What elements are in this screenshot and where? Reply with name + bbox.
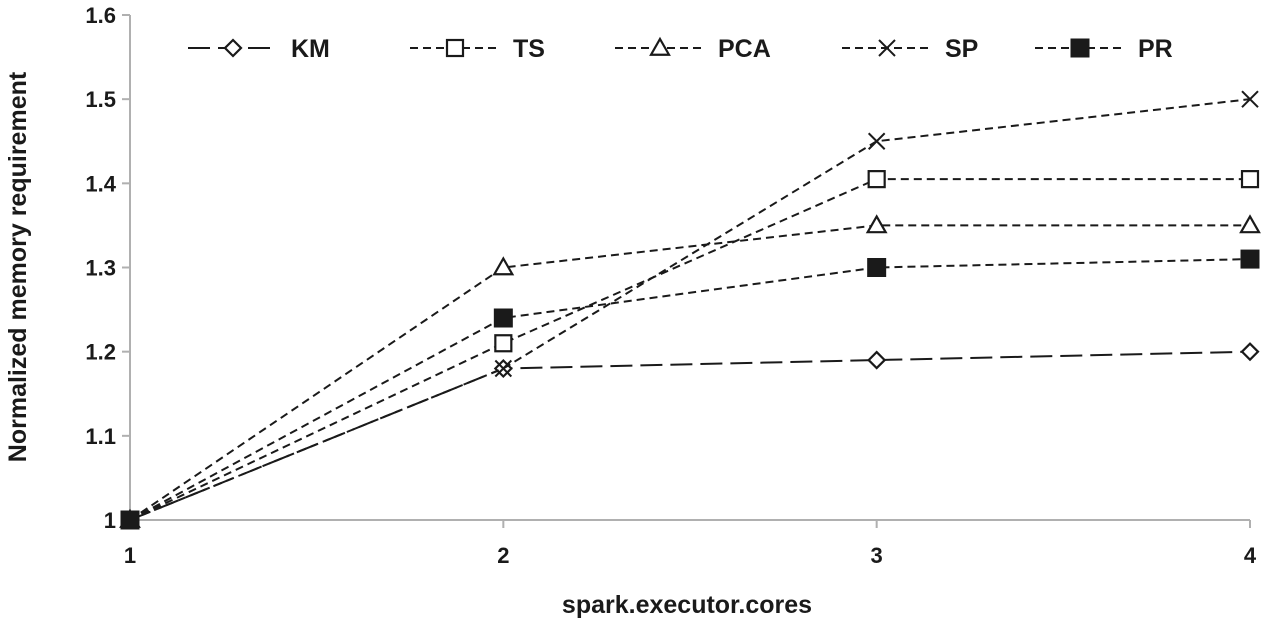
data-point-pr: [867, 258, 887, 277]
legend: KM TS PCA SP PR: [188, 35, 1173, 63]
x-tick-label: 1: [124, 543, 136, 568]
series-line-km: [129, 350, 1251, 521]
legend-entry-km: KM: [188, 35, 330, 63]
y-tick-label: 1: [104, 508, 116, 533]
legend-label-ts: TS: [513, 35, 545, 63]
data-point-ts: [494, 334, 513, 353]
data-point-km: [867, 350, 887, 370]
y-tick-label: 1.2: [85, 340, 116, 365]
legend-label-km: KM: [291, 35, 330, 63]
series-pca: [119, 214, 1261, 528]
legend-label-sp: SP: [945, 35, 978, 63]
y-axis-title: Normalized memory requirement: [4, 71, 32, 462]
legend-label-pr: PR: [1138, 35, 1173, 63]
data-point-pca: [865, 214, 888, 234]
legend-marker-sp: [878, 39, 896, 57]
data-point-ts: [1240, 170, 1260, 189]
legend-entry-ts: TS: [410, 35, 545, 63]
axes: 1 1.1 1.2 1.3 1.4 1.5 1.6 1 2 3 4: [85, 3, 1256, 568]
x-axis-title: spark.executor.cores: [562, 591, 812, 619]
legend-entry-pca: PCA: [615, 35, 771, 63]
y-tick-label: 1.3: [85, 256, 116, 281]
legend-marker-km: [223, 38, 243, 58]
series-ts: [120, 170, 1260, 530]
data-point-pr: [493, 308, 513, 328]
legend-marker-ts: [445, 38, 465, 58]
data-point-pr: [1240, 249, 1260, 269]
data-point-pca: [1239, 214, 1261, 234]
series-sp: [121, 90, 1259, 529]
series-pr: [120, 249, 1260, 530]
data-point-sp: [494, 359, 513, 378]
legend-marker-pca: [649, 36, 671, 56]
data-point-km: [1240, 342, 1260, 362]
legend-marker-pr: [1070, 38, 1090, 58]
legend-entry-sp: SP: [842, 35, 978, 63]
series-layer: [119, 90, 1261, 530]
data-point-sp: [1241, 90, 1259, 108]
x-tick-label: 3: [871, 543, 883, 568]
x-tick-label: 2: [497, 543, 509, 568]
data-point-pr: [120, 510, 140, 530]
y-tick-label: 1.4: [85, 171, 116, 196]
series-km: [120, 342, 1260, 530]
data-point-pca: [492, 256, 515, 276]
data-point-sp: [867, 132, 886, 150]
x-tick-label: 4: [1244, 543, 1257, 568]
y-tick-label: 1.6: [85, 3, 116, 28]
legend-label-pca: PCA: [718, 35, 771, 63]
series-line-sp: [129, 98, 1251, 521]
y-tick-label: 1.1: [85, 424, 116, 449]
series-line-pr: [129, 258, 1251, 521]
series-line-ts: [129, 178, 1250, 521]
y-tick-label: 1.5: [85, 87, 116, 112]
legend-entry-pr: PR: [1035, 35, 1173, 63]
series-line-pca: [129, 224, 1250, 521]
data-point-ts: [867, 170, 886, 189]
